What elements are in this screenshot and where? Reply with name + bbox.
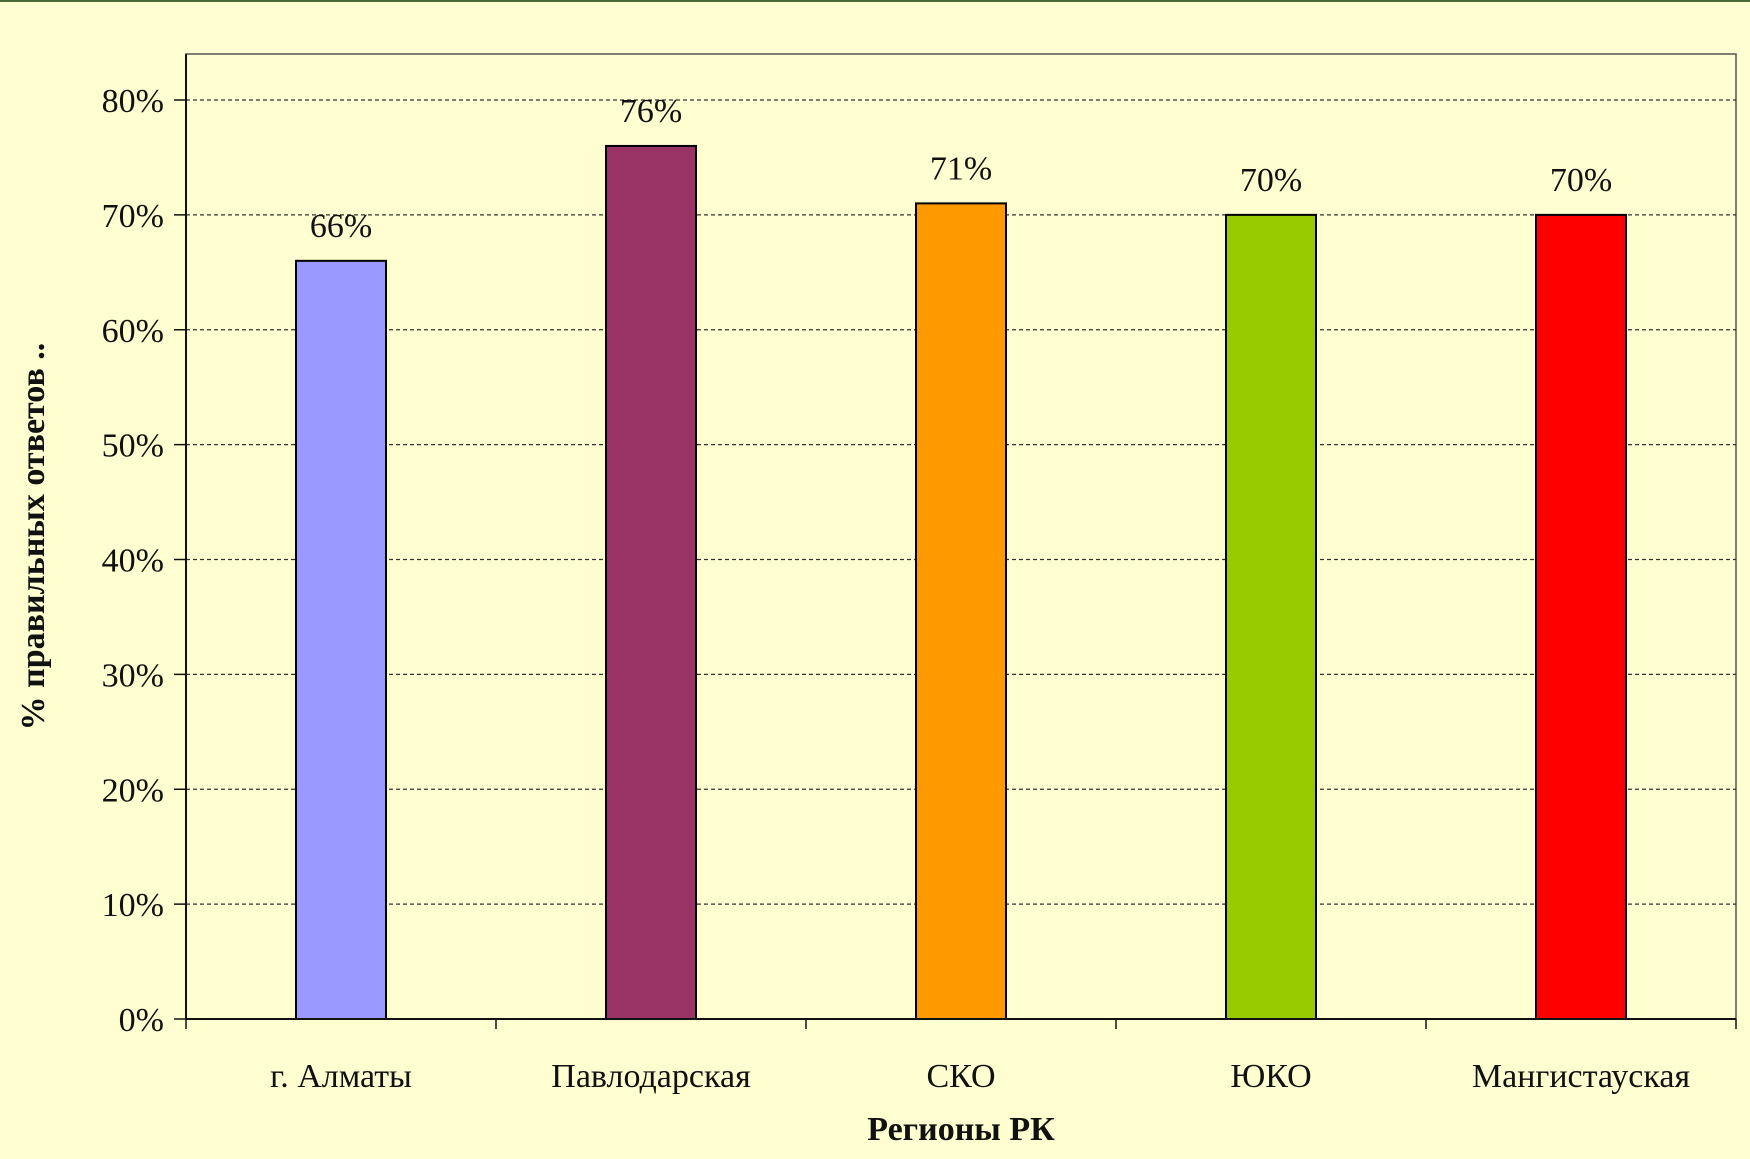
y-tick-label: 10% (102, 887, 164, 924)
data-label: 71% (930, 150, 992, 187)
y-axis-title: % правильных ответов .. (15, 343, 52, 731)
bar (1225, 213, 1317, 1020)
bar (605, 144, 697, 1020)
bar (1535, 213, 1627, 1020)
data-label: 66% (310, 208, 372, 245)
y-tick-label: 20% (102, 772, 164, 809)
data-label: 70% (1550, 162, 1612, 199)
category-label: г. Алматы (270, 1058, 412, 1095)
y-tick-label: 0% (119, 1002, 164, 1039)
category-label: Павлодарская (551, 1058, 751, 1095)
data-label: 76% (620, 93, 682, 130)
category-label: ЮКО (1230, 1058, 1311, 1095)
y-tick-label: 80% (102, 83, 164, 120)
category-label: Мангистауская (1472, 1058, 1691, 1095)
y-tick-label: 70% (102, 198, 164, 235)
data-label: 70% (1240, 162, 1302, 199)
y-tick-label: 50% (102, 428, 164, 465)
bar (295, 259, 387, 1020)
y-tick-label: 40% (102, 543, 164, 580)
y-tick-label: 30% (102, 657, 164, 694)
bar (915, 202, 1007, 1020)
y-tick-label: 60% (102, 313, 164, 350)
category-label: СКО (926, 1058, 995, 1095)
x-axis-title: Регионы РК (867, 1111, 1055, 1148)
